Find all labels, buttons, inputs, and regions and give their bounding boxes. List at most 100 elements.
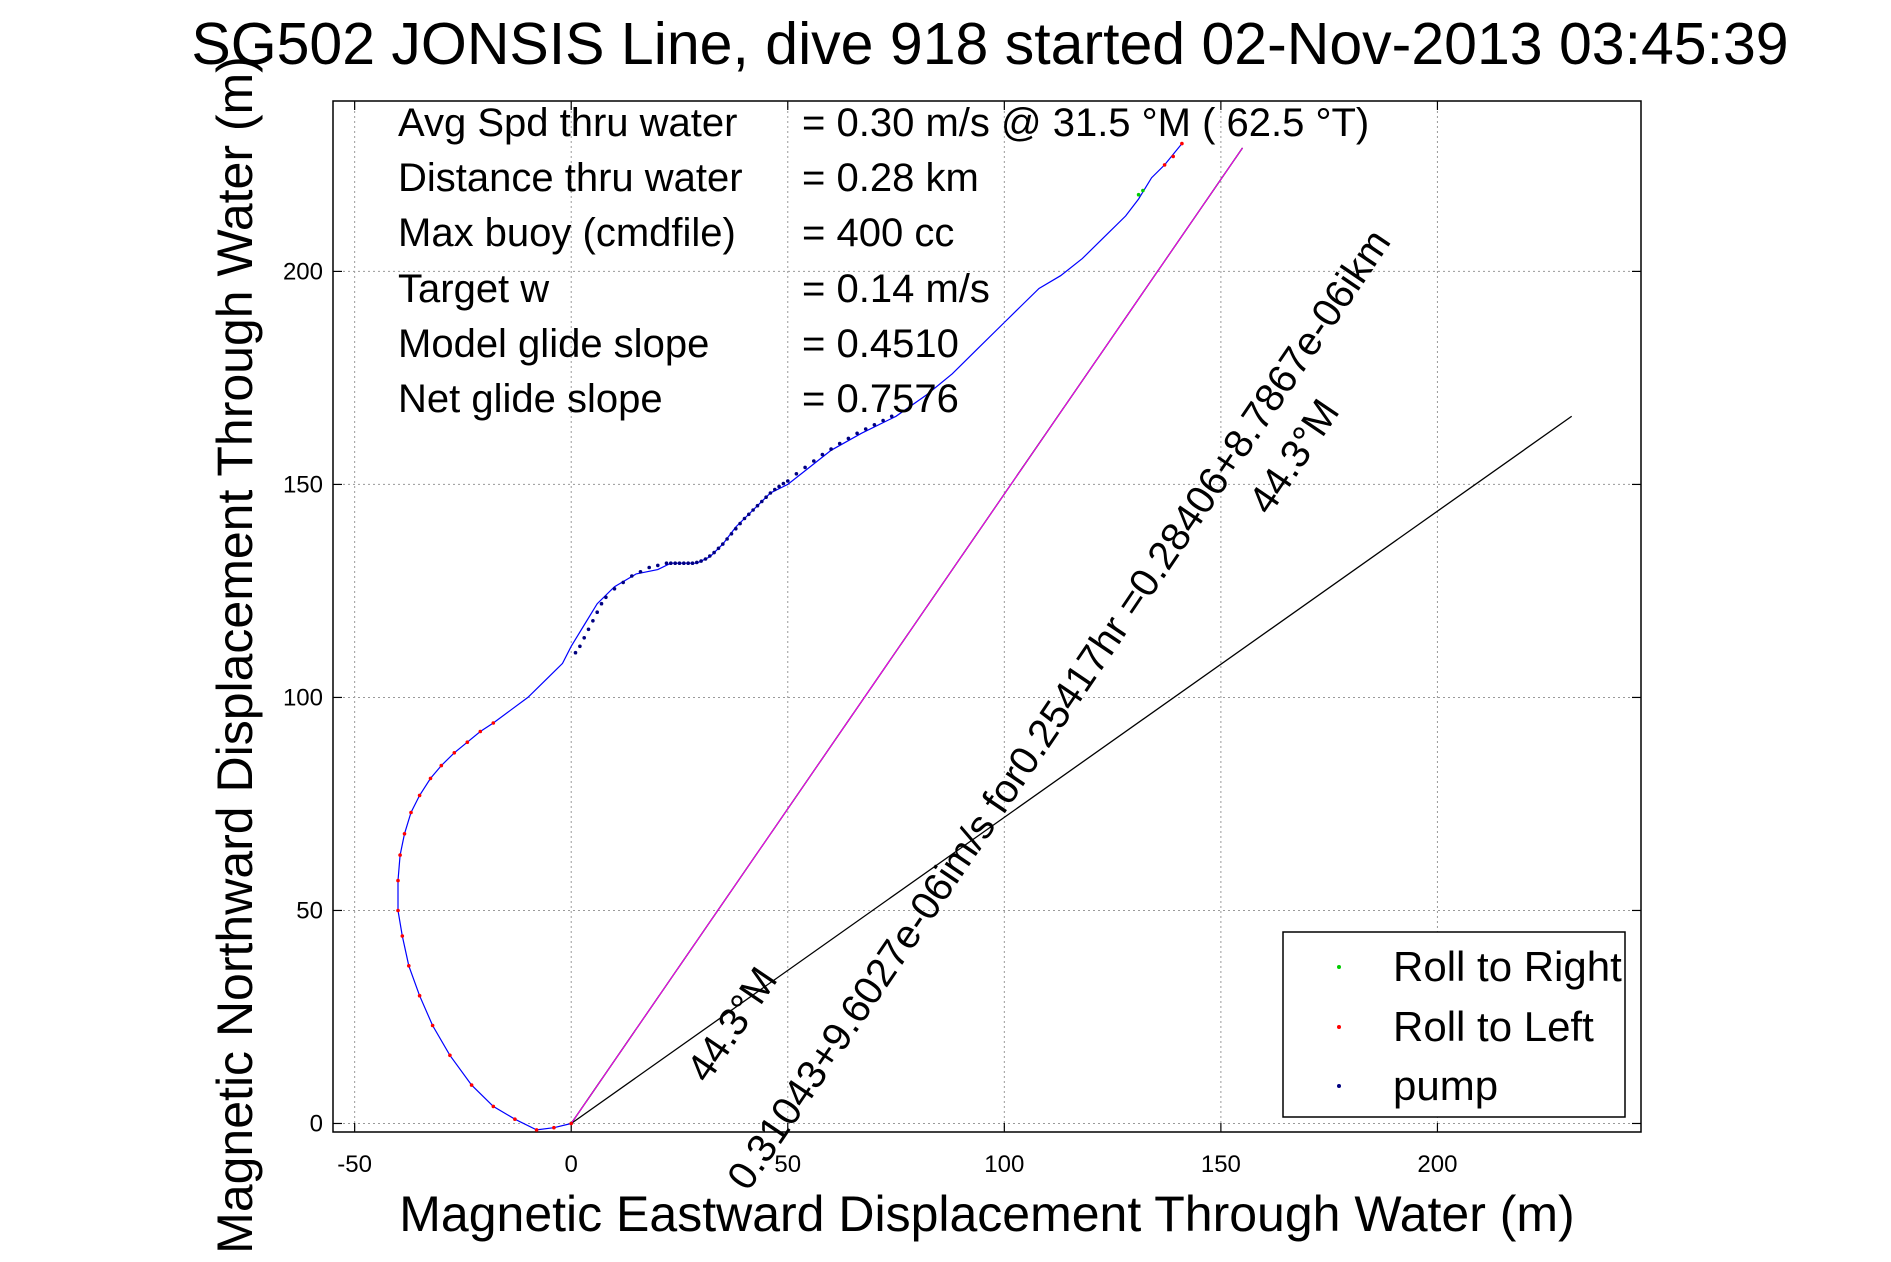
marker-layer [396,141,1184,1132]
pump-point [591,619,595,623]
chart-title: SG502 JONSIS Line, dive 918 started 02-N… [191,11,1788,77]
pump-point [638,570,643,574]
roll-left-point [396,908,400,913]
stat-value-avg-spd: = 0.30 m/s @ 31.5 °M ( 62.5 °T) [802,101,1369,145]
legend-label-pump: pump [1393,1062,1498,1109]
legend-marker-roll-left [1337,1025,1341,1029]
current-line [570,147,1243,1124]
y-tick-label: 0 [310,1110,323,1137]
pump-point [721,542,725,546]
pump-point [742,516,747,521]
pump-point [829,447,833,451]
legend-marker-roll-right [1337,965,1341,969]
stat-value-model-glide: = 0.4510 [802,322,959,366]
pump-point [664,561,669,565]
y-tick-label: 150 [283,471,323,498]
track-line [397,143,1183,1131]
legend-label-roll-right: Roll to Right [1393,943,1622,990]
stat-label-net-glide: Net glide slope [398,377,663,421]
pump-point [682,561,686,565]
pump-point [612,587,617,591]
reference-lines [570,147,1573,1125]
pump-point [734,526,738,531]
stat-label-distance: Distance thru water [398,156,743,200]
x-tick-label: 50 [774,1151,801,1178]
roll-left-point [513,1117,517,1121]
pump-point [760,499,764,504]
y-tick-label: 50 [296,897,323,924]
x-tick-label: -50 [337,1151,372,1178]
x-tick-label: 150 [1201,1151,1241,1178]
pump-point [703,557,708,561]
legend-label-roll-left: Roll to Left [1393,1003,1594,1050]
pump-point [768,491,773,495]
grid [333,101,1641,1132]
roll-left-point [402,832,407,836]
roll-left-point [428,776,433,781]
pump-point [786,479,790,483]
pump-point [781,481,786,486]
stat-value-target-w: = 0.14 m/s [802,267,990,311]
y-axis-label: Magnetic Northward Displacement Through … [207,56,263,1254]
roll-left-point [1171,154,1175,159]
pump-point [725,537,729,541]
pump-point [803,465,807,470]
pump-point [820,452,825,457]
roll-left-point [417,993,422,998]
pump-point [712,550,716,555]
stat-label-model-glide: Model glide slope [398,322,709,366]
roll-left-point [552,1125,556,1130]
roll-left-point [478,729,483,734]
roll-left-point [430,1023,435,1028]
glide-line-b [570,415,1573,1125]
pump-point [595,610,599,614]
pump-point [747,512,751,517]
roll-left-point [407,964,411,968]
pump-point [855,431,859,436]
pump-point [686,561,690,565]
roll-left-point [396,878,400,883]
stat-value-distance: = 0.28 km [802,156,979,200]
pump-point [586,627,591,632]
pump-point [690,561,695,565]
pump-point [751,508,755,512]
pump-point [738,521,742,526]
roll-left-point [469,1083,474,1087]
legend: Roll to Right Roll to Left pump [1282,931,1626,1118]
roll-left-point [417,793,422,798]
pump-point [794,472,799,476]
pump-point [630,574,634,578]
roll-left-point [448,1053,452,1058]
dive-stats: Avg Spd thru water = 0.30 m/s @ 31.5 °M … [398,101,1369,421]
stat-label-max-buoy: Max buoy (cmdfile) [398,211,736,255]
pump-point [578,644,582,649]
roll-left-point [439,763,444,768]
x-tick-label: 0 [565,1151,578,1178]
pump-point [695,560,699,565]
roll-left-point [534,1128,539,1132]
stat-value-max-buoy: = 400 cc [802,211,954,255]
pump-point [755,503,760,508]
pump-point [764,495,768,500]
stat-label-avg-spd: Avg Spd thru water [398,101,737,145]
pump-point [889,414,894,419]
roll-right-point [1141,188,1145,193]
pump-point [872,423,877,427]
pump-point [773,487,777,492]
pump-point [647,565,651,570]
series-layer [397,143,1183,1131]
pump-point [677,561,682,565]
pump-point [846,436,851,441]
roll-left-point [491,721,496,725]
roll-left-point [1162,163,1167,167]
pump-point [673,561,677,565]
pump-point [669,561,673,565]
pump-point [708,554,712,558]
x-tick-label: 200 [1417,1151,1457,1178]
roll-left-point [409,810,413,815]
pump-point [621,580,625,585]
pump-point [729,532,734,536]
x-axis-ticks: -50 0 50 100 150 200 [337,101,1457,1178]
pump-point [812,459,816,463]
